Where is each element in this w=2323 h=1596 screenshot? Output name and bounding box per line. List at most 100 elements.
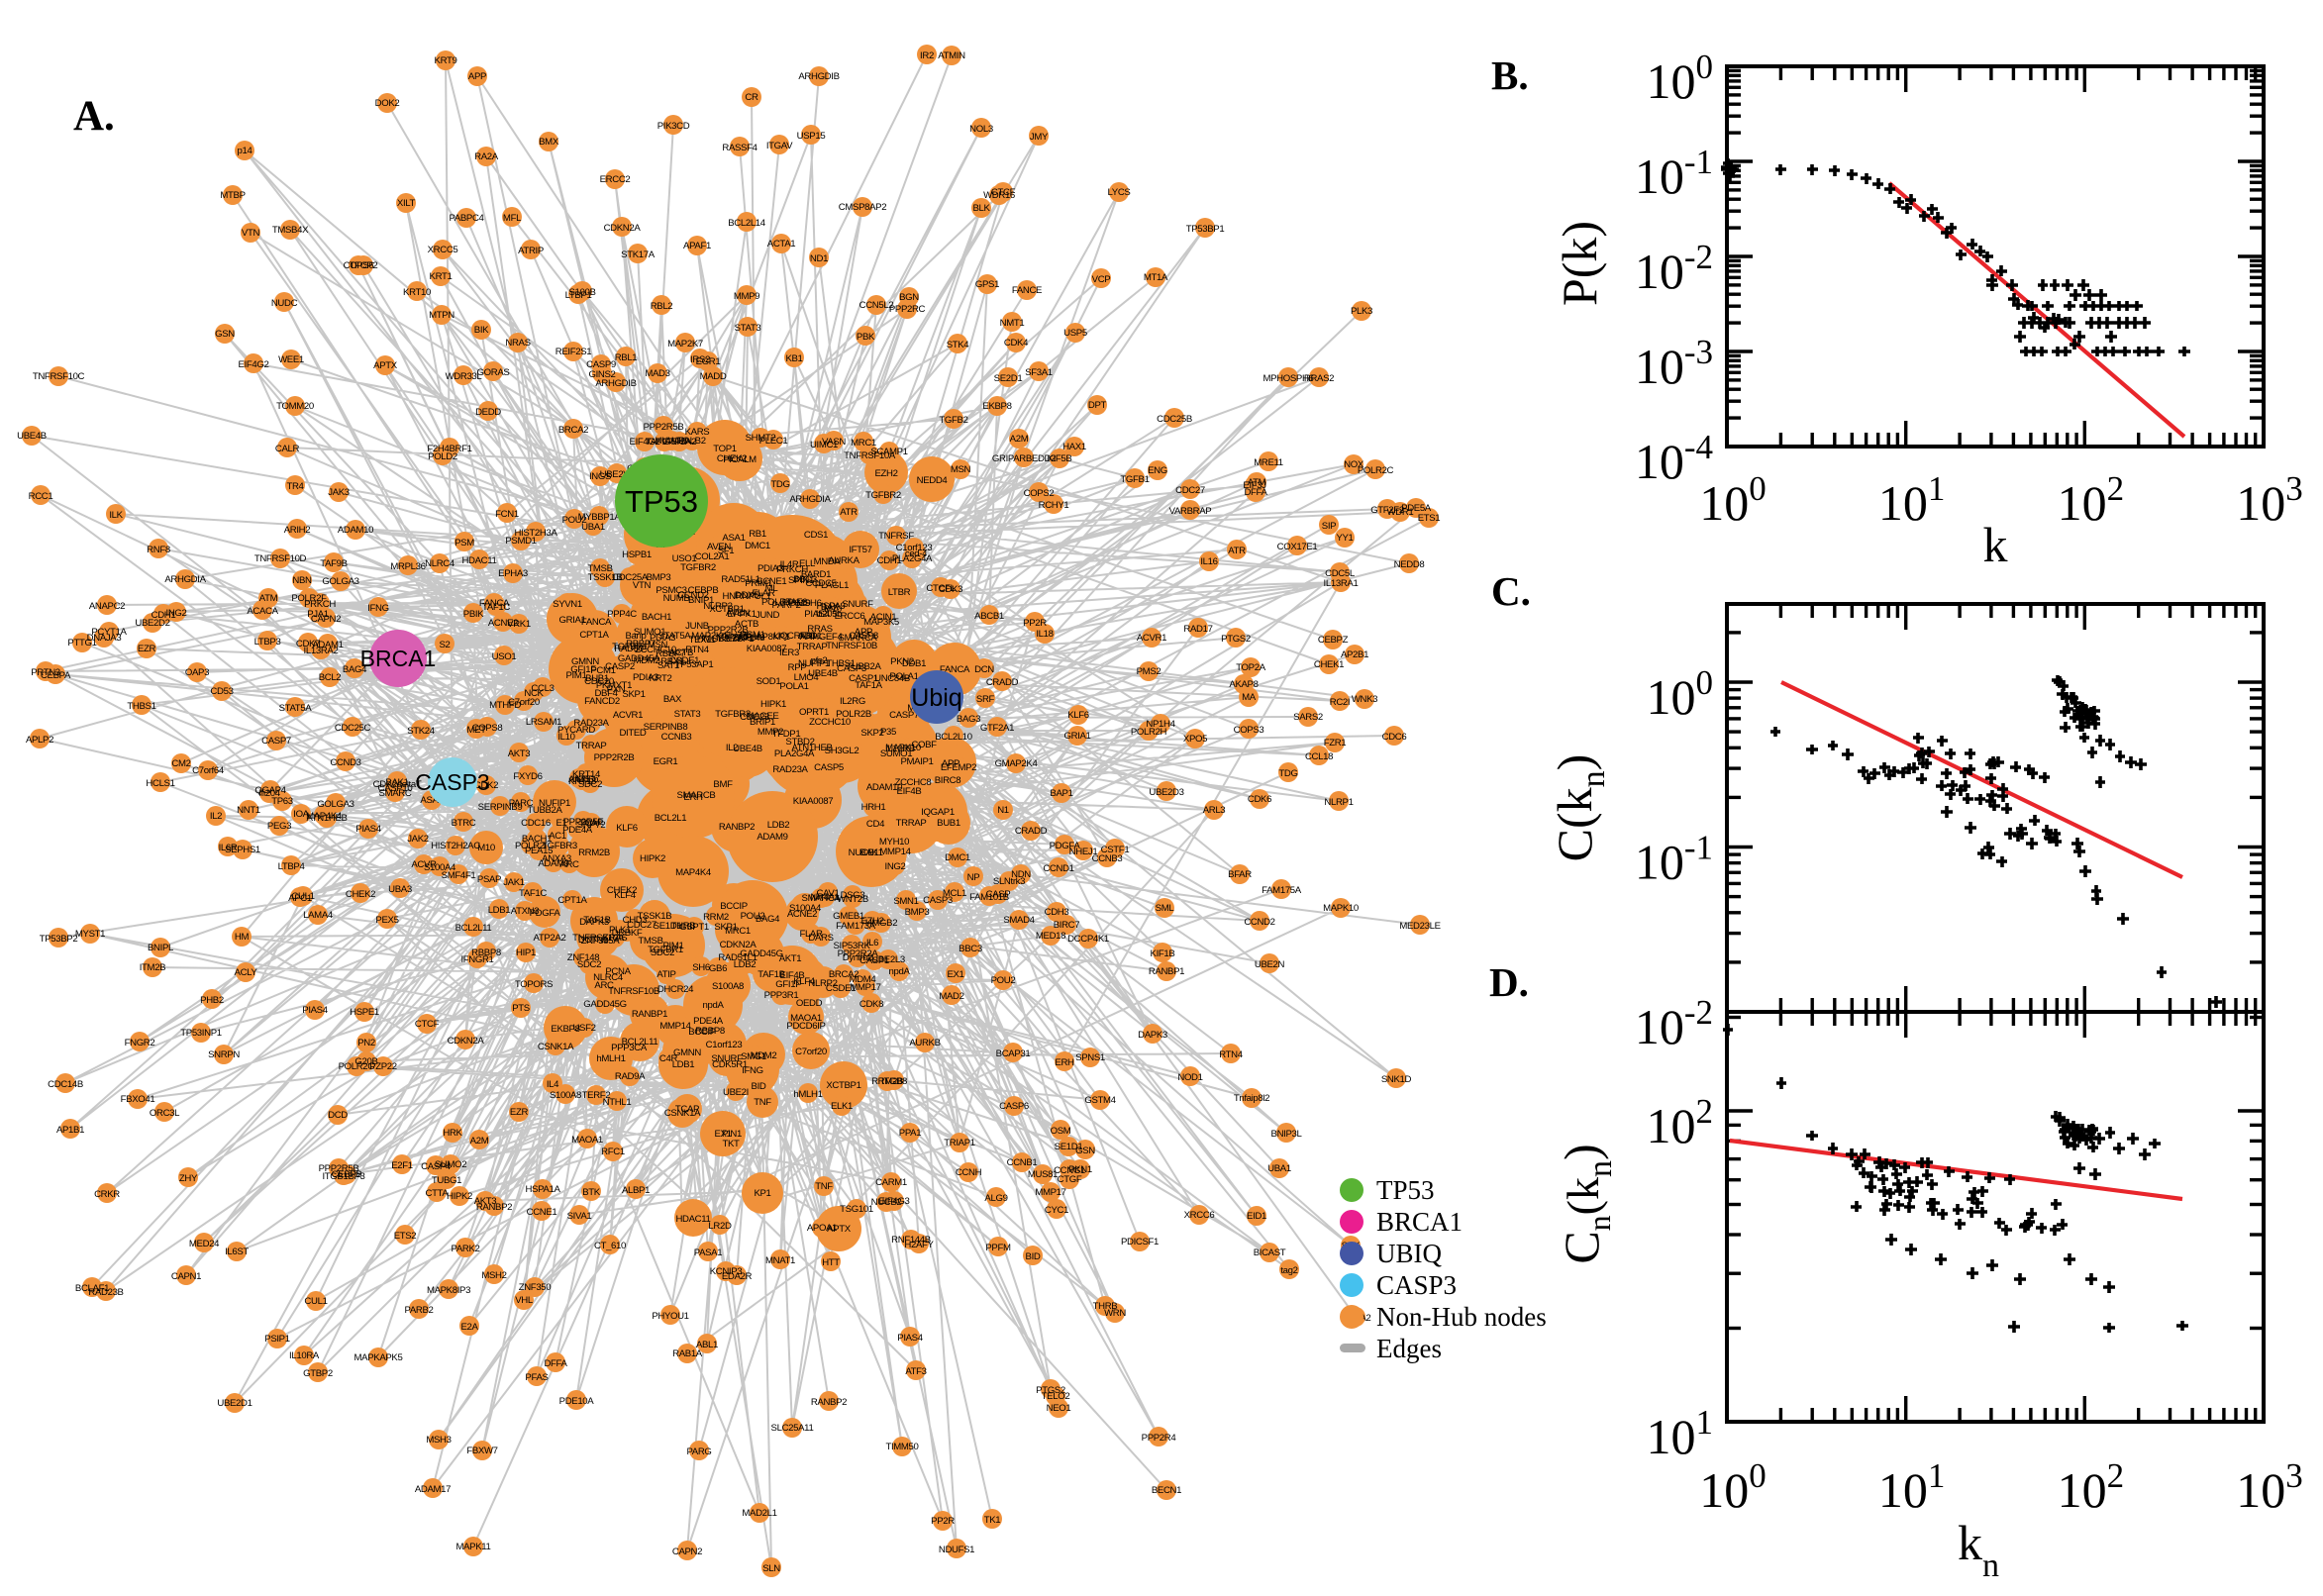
svg-text:GMNN: GMNN: [571, 656, 599, 667]
svg-text:ITM2B: ITM2B: [140, 962, 166, 973]
svg-text:TUBB2A: TUBB2A: [846, 661, 881, 672]
svg-text:TMSB: TMSB: [587, 563, 612, 574]
svg-text:k: k: [1983, 517, 2008, 572]
svg-text:A.: A.: [73, 93, 115, 140]
svg-text:NEDD8: NEDD8: [1394, 559, 1425, 570]
svg-text:RPS29: RPS29: [782, 598, 811, 609]
svg-text:VASN: VASN: [822, 437, 846, 448]
svg-text:KRT10: KRT10: [403, 287, 431, 298]
svg-text:CAV1: CAV1: [817, 888, 840, 899]
svg-text:UQCRFS1: UQCRFS1: [773, 631, 816, 642]
svg-text:ALBP1: ALBP1: [622, 1185, 650, 1196]
svg-text:TRIAP1: TRIAP1: [944, 1138, 975, 1148]
svg-text:RBBP7: RBBP7: [626, 639, 656, 649]
svg-text:CASP3: CASP3: [923, 895, 953, 906]
svg-text:ASA1: ASA1: [420, 795, 443, 806]
svg-text:MUS81: MUS81: [1028, 1169, 1058, 1180]
svg-text:MRC1: MRC1: [725, 926, 751, 937]
svg-text:LDB2: LDB2: [734, 959, 757, 970]
svg-text:POLD2: POLD2: [428, 451, 457, 462]
svg-text:COPS6: COPS6: [344, 260, 374, 271]
svg-text:ACVR: ACVR: [411, 859, 437, 870]
svg-text:BRCA1: BRCA1: [360, 646, 437, 671]
svg-text:SNK1D: SNK1D: [1381, 1074, 1412, 1085]
svg-text:AAT5: AAT5: [568, 774, 590, 785]
svg-text:BID: BID: [1026, 1251, 1041, 1262]
svg-text:CDS1: CDS1: [804, 530, 828, 541]
svg-text:PIAS4: PIAS4: [355, 824, 381, 835]
svg-text:PIM1: PIM1: [663, 941, 684, 951]
svg-text:REIF2S1: REIF2S1: [556, 347, 591, 357]
svg-text:FNGR2: FNGR2: [125, 1038, 155, 1048]
svg-text:ZCCHC10: ZCCHC10: [635, 645, 676, 655]
svg-text:PDGFA: PDGFA: [1050, 841, 1081, 851]
svg-text:C7orf64: C7orf64: [192, 765, 225, 776]
svg-text:SUMO1: SUMO1: [880, 748, 912, 759]
svg-text:npdA: npdA: [888, 966, 910, 977]
svg-text:BRCA1: BRCA1: [1376, 1207, 1463, 1237]
svg-text:NHEJ1: NHEJ1: [1069, 847, 1098, 857]
svg-text:RANBP1: RANBP1: [1149, 966, 1184, 977]
svg-text:SAT1: SAT1: [657, 660, 679, 671]
svg-text:SEPHS1: SEPHS1: [225, 845, 260, 855]
svg-text:PDE5A: PDE5A: [1401, 503, 1432, 514]
svg-text:M10: M10: [477, 843, 495, 853]
svg-text:AVEN: AVEN: [707, 542, 731, 552]
svg-text:IL18: IL18: [1036, 629, 1053, 640]
svg-text:RAB1A: RAB1A: [672, 1348, 703, 1359]
svg-text:LR2D: LR2D: [708, 1221, 732, 1232]
svg-text:DARS: DARS: [808, 933, 833, 944]
svg-text:MMP14: MMP14: [659, 1021, 691, 1032]
svg-text:STAT5A: STAT5A: [658, 631, 692, 642]
svg-text:DPT: DPT: [1088, 400, 1107, 411]
svg-text:TR4: TR4: [286, 481, 304, 492]
svg-text:BCAP31: BCAP31: [996, 1048, 1031, 1059]
svg-text:HRH1: HRH1: [861, 802, 886, 813]
svg-text:AP1B1: AP1B1: [56, 1125, 84, 1136]
svg-text:CCL18: CCL18: [1305, 751, 1333, 762]
svg-text:ABL1: ABL1: [696, 1340, 718, 1350]
svg-text:E2A: E2A: [460, 1322, 478, 1333]
svg-text:DCTN1: DCTN1: [578, 935, 608, 946]
svg-text:TNFRSF10B: TNFRSF10B: [608, 986, 659, 997]
svg-text:DAPK3: DAPK3: [579, 917, 609, 928]
svg-text:RRAS: RRAS: [807, 624, 832, 635]
svg-text:TGFBR1: TGFBR1: [612, 642, 648, 652]
svg-text:FZR1: FZR1: [1324, 738, 1347, 748]
svg-text:ARHGDIA: ARHGDIA: [164, 574, 206, 585]
svg-text:CT_610: CT_610: [594, 1241, 626, 1251]
svg-text:IFT57: IFT57: [849, 545, 871, 555]
svg-text:GADD45A: GADD45A: [618, 653, 660, 664]
svg-text:CSDE1: CSDE1: [669, 655, 699, 666]
svg-text:FANCD2: FANCD2: [584, 696, 620, 707]
svg-text:DRBKF: DRBKF: [612, 928, 643, 939]
svg-text:ITGAV: ITGAV: [766, 141, 793, 151]
svg-text:BMP3: BMP3: [647, 572, 671, 583]
svg-text:NLRC4: NLRC4: [593, 972, 624, 983]
svg-text:PHB2: PHB2: [200, 995, 224, 1006]
svg-text:TAF9T5H: TAF9T5H: [646, 437, 684, 448]
svg-text:MPHOSPH6: MPHOSPH6: [1262, 373, 1313, 384]
svg-text:RFC1: RFC1: [601, 1147, 625, 1157]
svg-text:PPFM: PPFM: [985, 1243, 1011, 1253]
svg-text:FANCA: FANCA: [940, 664, 970, 675]
svg-text:KP1: KP1: [754, 1188, 770, 1199]
svg-text:SKP1: SKP1: [714, 922, 737, 933]
svg-text:PPP2R5B: PPP2R5B: [319, 1163, 359, 1174]
svg-text:RBBP7: RBBP7: [656, 648, 685, 659]
svg-text:VTN: VTN: [242, 228, 260, 239]
svg-text:CASP3: CASP3: [415, 769, 489, 795]
svg-text:KIAA0087: KIAA0087: [793, 796, 833, 807]
svg-text:PSM: PSM: [454, 538, 474, 549]
svg-text:P(k): P(k): [1552, 221, 1607, 306]
svg-text:CASP5: CASP5: [814, 762, 844, 773]
svg-text:APOA1: APOA1: [807, 1223, 837, 1234]
svg-text:RAD23B: RAD23B: [88, 1287, 123, 1298]
svg-text:VTN: VTN: [633, 580, 652, 591]
svg-text:CUL1: CUL1: [291, 891, 314, 902]
svg-text:MA: MA: [1242, 692, 1257, 703]
svg-text:CTCFL: CTCFL: [926, 583, 956, 594]
svg-text:BACH1: BACH1: [522, 834, 552, 845]
svg-text:COPS8: COPS8: [472, 723, 503, 734]
svg-text:Ubiq: Ubiq: [911, 684, 961, 712]
